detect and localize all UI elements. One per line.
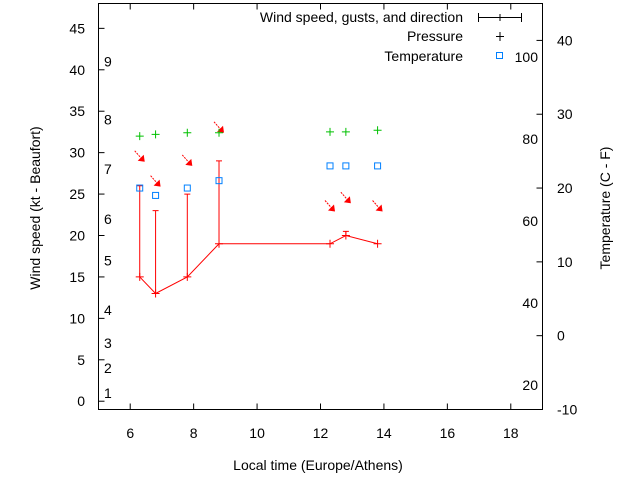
beaufort-label: 9	[104, 54, 112, 70]
beaufort-label: 3	[104, 335, 112, 351]
pressure-point	[183, 128, 192, 137]
x-axis-label: Local time (Europe/Athens)	[233, 457, 403, 473]
beaufort-label: 1	[104, 385, 112, 401]
y2-tick-label: 10	[557, 254, 573, 270]
pressure-point	[135, 132, 144, 141]
temperature-point	[183, 184, 191, 192]
beaufort-label: 2	[104, 360, 112, 376]
temperature-point	[152, 191, 160, 199]
pressure-point	[341, 127, 350, 136]
wind-direction-arrow-shaft	[150, 175, 158, 184]
pressure-point	[373, 126, 382, 135]
beaufort-label: 5	[104, 252, 112, 268]
wind-gust-bar	[342, 230, 349, 236]
x-tick-label: 14	[376, 425, 392, 441]
y2-tick-label: 30	[557, 106, 573, 122]
plot-frame	[98, 3, 543, 410]
fahrenheit-label: 60	[522, 213, 538, 229]
beaufort-label: 4	[104, 302, 112, 318]
pressure-point	[151, 130, 160, 139]
x-tick-label: 16	[440, 425, 456, 441]
y-tick-label: 5	[77, 352, 85, 368]
beaufort-label: 8	[104, 112, 112, 128]
y-tick-label: 15	[69, 269, 85, 285]
wind-direction-arrow-shaft	[181, 154, 190, 164]
fahrenheit-label: 40	[522, 295, 538, 311]
y-tick-label: 30	[69, 145, 85, 161]
y2-tick-label: 20	[557, 180, 573, 196]
legend-temperature-swatch	[496, 52, 503, 59]
x-tick-label: 10	[249, 425, 265, 441]
legend-wind-label: Wind speed, gusts, and direction	[260, 9, 463, 25]
fahrenheit-label: 100	[515, 49, 539, 65]
temperature-point	[215, 177, 223, 185]
wind-speed-point	[373, 239, 382, 248]
legend-pressure-swatch	[496, 32, 504, 41]
x-tick-label: 8	[190, 425, 198, 441]
wind-gust-bar	[136, 185, 143, 277]
y-tick-label: 45	[69, 20, 85, 36]
y2-tick-label: 40	[557, 32, 573, 48]
wind-gust-bar	[184, 193, 191, 277]
fahrenheit-label: 80	[522, 131, 538, 147]
wind-gust-bar	[152, 210, 159, 294]
x-tick-label: 18	[503, 425, 519, 441]
y2-axis-label: Temperature (C - F)	[597, 147, 613, 270]
wind-direction-arrow-shaft	[324, 200, 333, 209]
temperature-point	[326, 162, 334, 170]
y-tick-label: 25	[69, 186, 85, 202]
fahrenheit-label: 20	[522, 377, 538, 393]
y-tick-label: 10	[69, 310, 85, 326]
temperature-point	[342, 162, 350, 170]
y-tick-label: 40	[69, 62, 85, 78]
y-tick-label: 20	[69, 228, 85, 244]
y-tick-label: 0	[77, 393, 85, 409]
pressure-point	[326, 127, 335, 136]
wind-speed-point	[326, 239, 335, 248]
temperature-point	[136, 184, 144, 192]
legend: Wind speed, gusts, and direction Pressur…	[260, 9, 522, 64]
temperature-point	[374, 162, 382, 170]
legend-pressure-label: Pressure	[407, 28, 463, 44]
wind-gust-bar	[216, 160, 223, 244]
wind-direction-arrow-shaft	[340, 191, 349, 201]
legend-temperature-label: Temperature	[384, 48, 463, 64]
wind-direction-arrow-shaft	[134, 150, 143, 160]
wind-direction-arrow-head	[185, 158, 193, 166]
wind-direction-arrow-head	[153, 179, 161, 187]
wind-direction-arrow-head	[343, 196, 351, 204]
y-tick-label: 35	[69, 103, 85, 119]
beaufort-label: 7	[104, 161, 112, 177]
wind-direction-arrow-shaft	[372, 200, 380, 209]
wind-direction-arrow-head	[137, 154, 145, 162]
x-tick-label: 6	[126, 425, 134, 441]
x-tick-label: 12	[313, 425, 329, 441]
legend-wind-swatch	[478, 13, 522, 22]
y2-tick-label: 0	[557, 328, 565, 344]
pressure-point	[215, 128, 224, 137]
wind-direction-arrow-head	[328, 204, 336, 212]
y-axis-label: Wind speed (kt - Beaufort)	[27, 126, 43, 289]
beaufort-label: 6	[104, 211, 112, 227]
wind-speed-line	[139, 234, 378, 295]
wind-direction-arrow-head	[375, 204, 383, 212]
y2-tick-label: -10	[557, 402, 577, 418]
wind-direction-arrow-shaft	[213, 121, 222, 131]
